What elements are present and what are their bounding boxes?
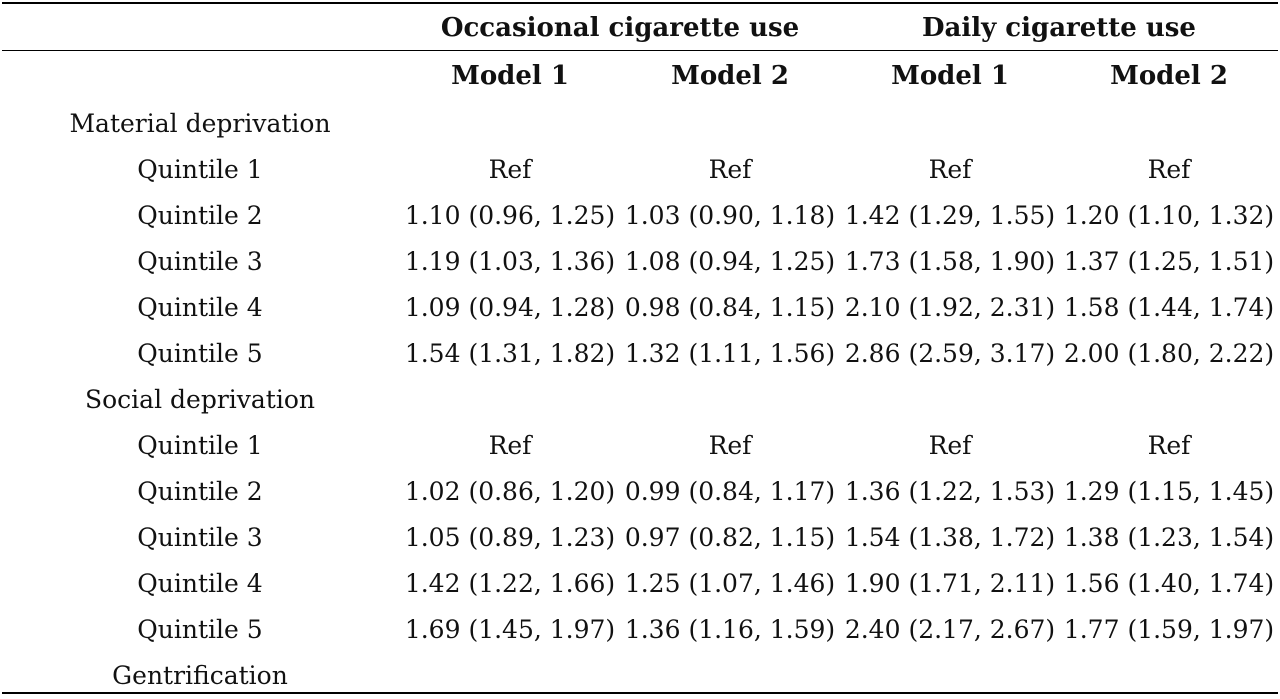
model-header: Model 2 bbox=[1110, 61, 1228, 91]
table-cell: 1.77 (1.59, 1.97) bbox=[1063, 615, 1275, 644]
table-cell bbox=[840, 377, 1060, 423]
row-label: Quintile 5 bbox=[137, 615, 263, 644]
table-cell: 0.98 (0.84, 1.15) bbox=[624, 293, 836, 322]
table-row: Material deprivation bbox=[0, 101, 1280, 147]
model-header-row: Model 1 Model 2 Model 1 Model 2 bbox=[0, 53, 1280, 99]
group-header-row: Occasional cigarette use Daily cigarette… bbox=[0, 5, 1280, 51]
table-cell: 2.10 (1.92, 2.31) bbox=[844, 293, 1056, 322]
table-cell: 2.40 (2.17, 2.67) bbox=[844, 615, 1056, 644]
table-cell: Ref bbox=[928, 155, 972, 184]
table-cell: 1.54 (1.38, 1.72) bbox=[844, 523, 1056, 552]
table-cell bbox=[840, 101, 1060, 147]
table-top-rule bbox=[2, 2, 1278, 4]
table-cell: 1.25 (1.07, 1.46) bbox=[624, 569, 836, 598]
row-label: Quintile 5 bbox=[137, 339, 263, 368]
table-cell: 1.36 (1.16, 1.59) bbox=[624, 615, 836, 644]
table-cell: 1.05 (0.89, 1.23) bbox=[404, 523, 616, 552]
row-label: Quintile 4 bbox=[137, 293, 263, 322]
table-cell bbox=[1060, 101, 1278, 147]
table-row: Quintile 1 Ref Ref Ref Ref bbox=[0, 423, 1280, 469]
table-cell: Ref bbox=[928, 431, 972, 460]
row-label: Quintile 2 bbox=[137, 477, 263, 506]
model-header: Model 2 bbox=[671, 61, 789, 91]
table-cell: 1.03 (0.90, 1.18) bbox=[624, 201, 836, 230]
table-bottom-rule bbox=[2, 692, 1278, 694]
table-cell: 1.08 (0.94, 1.25) bbox=[624, 247, 836, 276]
table-cell: Ref bbox=[488, 155, 532, 184]
table-cell: Ref bbox=[708, 431, 752, 460]
table-row: Quintile 2 1.10 (0.96, 1.25) 1.03 (0.90, 1… bbox=[0, 193, 1280, 239]
table-cell: 1.56 (1.40, 1.74) bbox=[1063, 569, 1275, 598]
table-cell bbox=[620, 377, 840, 423]
table-row: Quintile 4 1.42 (1.22, 1.66) 1.25 (1.07, 1… bbox=[0, 561, 1280, 607]
table-cell: 1.09 (0.94, 1.28) bbox=[404, 293, 616, 322]
table-cell: 2.86 (2.59, 3.17) bbox=[844, 339, 1056, 368]
table-row: Quintile 5 1.54 (1.31, 1.82) 1.32 (1.11, 1… bbox=[0, 331, 1280, 377]
model-header: Model 1 bbox=[451, 61, 569, 91]
table-cell: 1.36 (1.22, 1.53) bbox=[844, 477, 1056, 506]
table-cell bbox=[1060, 377, 1278, 423]
table-cell bbox=[400, 101, 620, 147]
table-row: Quintile 1 Ref Ref Ref Ref bbox=[0, 147, 1280, 193]
row-label: Quintile 4 bbox=[137, 569, 263, 598]
table-cell: 1.38 (1.23, 1.54) bbox=[1063, 523, 1275, 552]
table-cell: 1.42 (1.29, 1.55) bbox=[844, 201, 1056, 230]
table-cell: Ref bbox=[708, 155, 752, 184]
table-cell: 1.69 (1.45, 1.97) bbox=[404, 615, 616, 644]
table-cell: 1.29 (1.15, 1.45) bbox=[1063, 477, 1275, 506]
row-label: Quintile 3 bbox=[137, 247, 263, 276]
table-cell: 0.99 (0.84, 1.17) bbox=[624, 477, 836, 506]
table-row: Quintile 5 1.69 (1.45, 1.97) 1.36 (1.16, 1… bbox=[0, 607, 1280, 653]
group-header-occasional: Occasional cigarette use bbox=[440, 13, 800, 43]
table-cell: 1.58 (1.44, 1.74) bbox=[1063, 293, 1275, 322]
table-cell bbox=[620, 101, 840, 147]
table-cell: 1.90 (1.71, 2.11) bbox=[844, 569, 1056, 598]
model-header: Model 1 bbox=[891, 61, 1009, 91]
table-row: Quintile 3 1.19 (1.03, 1.36) 1.08 (0.94, 1… bbox=[0, 239, 1280, 285]
table-cell: Ref bbox=[1147, 155, 1191, 184]
table-cell: 1.19 (1.03, 1.36) bbox=[404, 247, 616, 276]
table-cell: 1.10 (0.96, 1.25) bbox=[404, 201, 616, 230]
table-cell: 1.37 (1.25, 1.51) bbox=[1063, 247, 1275, 276]
table-cell: 1.20 (1.10, 1.32) bbox=[1063, 201, 1275, 230]
table-cell: 1.32 (1.11, 1.56) bbox=[624, 339, 836, 368]
row-label: Material deprivation bbox=[69, 109, 331, 138]
table-row: Quintile 3 1.05 (0.89, 1.23) 0.97 (0.82, 1… bbox=[0, 515, 1280, 561]
table-cell: Ref bbox=[488, 431, 532, 460]
header-divider-rule bbox=[2, 50, 1278, 51]
row-label: Quintile 1 bbox=[137, 431, 263, 460]
table-cell: Ref bbox=[1147, 431, 1191, 460]
table-cell: 1.73 (1.58, 1.90) bbox=[844, 247, 1056, 276]
row-label: Gentrification bbox=[112, 661, 288, 690]
row-label: Quintile 1 bbox=[137, 155, 263, 184]
table-cell: 2.00 (1.80, 2.22) bbox=[1063, 339, 1275, 368]
table-row: Social deprivation bbox=[0, 377, 1280, 423]
group-header-daily: Daily cigarette use bbox=[922, 13, 1196, 43]
table-cell: 0.97 (0.82, 1.15) bbox=[624, 523, 836, 552]
row-label: Quintile 2 bbox=[137, 201, 263, 230]
table-cell bbox=[400, 377, 620, 423]
row-label: Social deprivation bbox=[85, 385, 315, 414]
table-row: Gentrification bbox=[0, 653, 1280, 699]
table-cell: 1.02 (0.86, 1.20) bbox=[404, 477, 616, 506]
table-cell: 1.42 (1.22, 1.66) bbox=[404, 569, 616, 598]
table-cell: 1.54 (1.31, 1.82) bbox=[404, 339, 616, 368]
row-label: Quintile 3 bbox=[137, 523, 263, 552]
table-row: Quintile 2 1.02 (0.86, 1.20) 0.99 (0.84, 1… bbox=[0, 469, 1280, 515]
table-row: Quintile 4 1.09 (0.94, 1.28) 0.98 (0.84, 1… bbox=[0, 285, 1280, 331]
